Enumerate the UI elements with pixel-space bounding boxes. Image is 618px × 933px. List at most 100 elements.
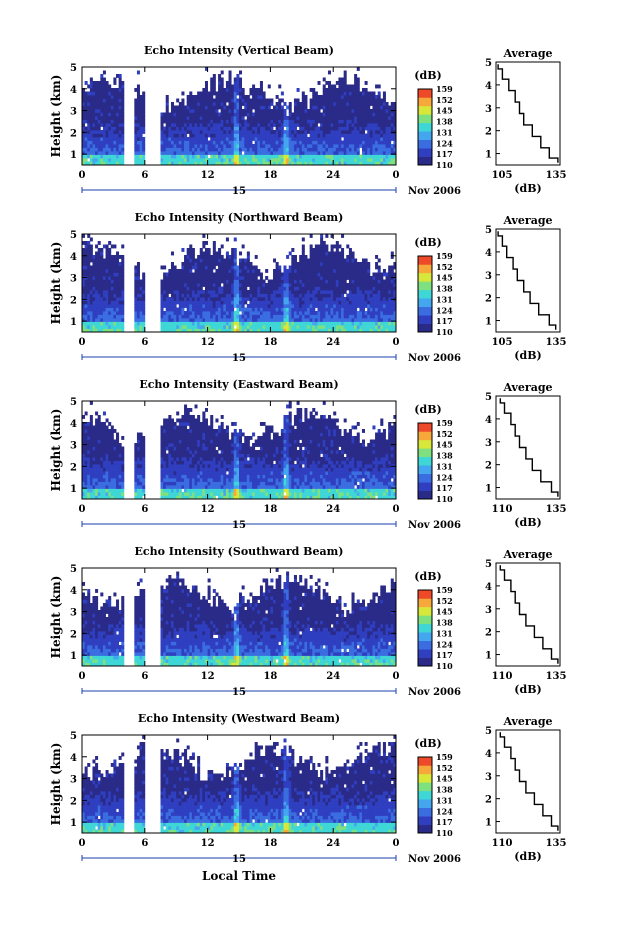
heatmap-cell bbox=[294, 290, 297, 294]
heatmap-cell bbox=[378, 315, 381, 319]
heatmap-cell bbox=[252, 276, 255, 280]
heatmap-cell bbox=[210, 127, 213, 131]
heatmap-cell bbox=[257, 92, 260, 96]
heatmap-cell bbox=[134, 141, 137, 145]
heatmap-cell bbox=[304, 109, 307, 113]
colorbar-tick-label: 131 bbox=[436, 127, 453, 137]
heatmap-cell bbox=[291, 262, 294, 266]
heatmap-cell bbox=[346, 113, 349, 117]
heatmap-cell bbox=[380, 137, 383, 141]
heatmap-cell bbox=[134, 297, 137, 301]
heatmap-cell bbox=[108, 241, 111, 245]
heatmap-cell bbox=[299, 315, 302, 319]
heatmap-cell bbox=[307, 266, 310, 270]
heatmap-cell bbox=[229, 259, 232, 263]
colorbar-tick-label: 138 bbox=[436, 117, 453, 127]
heatmap-cell bbox=[318, 106, 321, 110]
heatmap-cell bbox=[378, 113, 381, 117]
heatmap-cell bbox=[87, 436, 90, 440]
heatmap-cell bbox=[226, 276, 229, 280]
heatmap-cell bbox=[323, 245, 326, 249]
heatmap-cell bbox=[289, 290, 292, 294]
heatmap-cell bbox=[239, 273, 242, 277]
heatmap-cell bbox=[106, 137, 109, 141]
heatmap-cell bbox=[294, 262, 297, 266]
heatmap-cell bbox=[255, 102, 258, 106]
heatmap-cell bbox=[362, 92, 365, 96]
heatmap-cell bbox=[197, 102, 200, 106]
heatmap-cell bbox=[242, 290, 245, 294]
heatmap-cell bbox=[200, 287, 203, 291]
heatmap-cell bbox=[119, 130, 122, 134]
heatmap-cell bbox=[215, 137, 218, 141]
heatmap-cell bbox=[299, 318, 302, 322]
heatmap-cell bbox=[346, 99, 349, 103]
heatmap-cell bbox=[354, 287, 357, 291]
heatmap-cell bbox=[315, 130, 318, 134]
heatmap-cell bbox=[229, 269, 232, 273]
heatmap-cell bbox=[325, 234, 328, 238]
heatmap-cell bbox=[95, 447, 98, 451]
heatmap-cell bbox=[103, 155, 106, 159]
heatmap-cell bbox=[281, 137, 284, 141]
heatmap-cell bbox=[365, 106, 368, 110]
heatmap-cell bbox=[111, 304, 114, 308]
heatmap-cell bbox=[283, 315, 286, 319]
heatmap-cell bbox=[349, 88, 352, 92]
heatmap-cell bbox=[336, 273, 339, 277]
heatmap-cell bbox=[283, 311, 286, 315]
heatmap-cell bbox=[111, 113, 114, 117]
heatmap-cell bbox=[294, 304, 297, 308]
heatmap-cell bbox=[223, 262, 226, 266]
heatmap-cell bbox=[318, 102, 321, 106]
heatmap-cell bbox=[226, 151, 229, 155]
heatmap-cell bbox=[242, 137, 245, 141]
heatmap-cell bbox=[119, 106, 122, 110]
heatmap-cell bbox=[372, 287, 375, 291]
heatmap-cell bbox=[213, 245, 216, 249]
heatmap-cell bbox=[189, 102, 192, 106]
heatmap-cell bbox=[276, 106, 279, 110]
heatmap-cell bbox=[90, 134, 93, 138]
heatmap-cell bbox=[106, 109, 109, 113]
heatmap-cell bbox=[312, 95, 315, 99]
heatmap-cell bbox=[349, 137, 352, 141]
heatmap-cell bbox=[202, 241, 205, 245]
heatmap-cell bbox=[244, 158, 247, 162]
heatmap-cell bbox=[252, 88, 255, 92]
heatmap-cell bbox=[113, 259, 116, 263]
heatmap-cell bbox=[328, 158, 331, 162]
heatmap-cell bbox=[98, 127, 101, 131]
heatmap-cell bbox=[304, 294, 307, 298]
heatmap-cell bbox=[221, 92, 224, 96]
heatmap-cell bbox=[289, 322, 292, 326]
heatmap-cell bbox=[249, 325, 252, 329]
heatmap-cell bbox=[257, 116, 260, 120]
heatmap-cell bbox=[187, 255, 190, 259]
heatmap-cell bbox=[276, 280, 279, 284]
heatmap-cell bbox=[297, 134, 300, 138]
heatmap-cell bbox=[291, 297, 294, 301]
heatmap-cell bbox=[134, 109, 137, 113]
heatmap-cell bbox=[367, 144, 370, 148]
heatmap-cell bbox=[189, 259, 192, 263]
heatmap-cell bbox=[200, 283, 203, 287]
heatmap-cell bbox=[297, 297, 300, 301]
heatmap-cell bbox=[359, 113, 362, 117]
heatmap-cell bbox=[244, 123, 247, 127]
heatmap-cell bbox=[90, 92, 93, 96]
heatmap-cell bbox=[255, 308, 258, 312]
heatmap-cell bbox=[328, 252, 331, 256]
heatmap-cell bbox=[318, 130, 321, 134]
heatmap-cell bbox=[113, 287, 116, 291]
heatmap-cell bbox=[98, 419, 101, 423]
heatmap-cell bbox=[95, 109, 98, 113]
heatmap-cell bbox=[354, 148, 357, 152]
heatmap-cell bbox=[257, 109, 260, 113]
heatmap-cell bbox=[333, 308, 336, 312]
heatmap-cell bbox=[331, 301, 334, 305]
heatmap-cell bbox=[380, 158, 383, 162]
heatmap-cell bbox=[231, 109, 234, 113]
heatmap-cell bbox=[121, 120, 124, 124]
heatmap-cell bbox=[137, 148, 140, 152]
